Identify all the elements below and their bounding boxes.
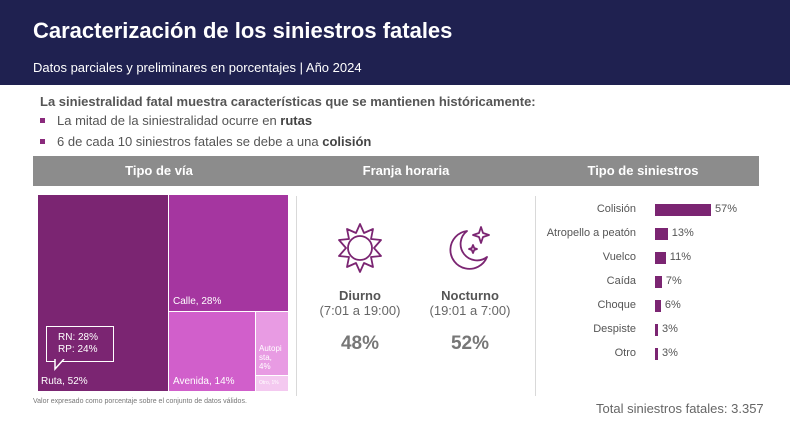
bar-mark [655, 276, 662, 288]
bar-category-label: Otro [614, 347, 636, 359]
bar-category-label: Despiste [593, 323, 636, 335]
bullet-item: La mitad de la siniestralidad ocurre en … [40, 113, 312, 128]
bar-value-label: 57% [715, 203, 738, 215]
treemap-label-autopista-line: sta, [259, 353, 272, 362]
bar-value-label: 3% [662, 347, 678, 359]
period-range-diurno: (7:01 a 19:00) [319, 303, 401, 318]
bar-category-label: Vuelco [602, 251, 636, 263]
moon-stars-icon [449, 226, 490, 270]
bar-category-label: Caída [606, 275, 636, 287]
footnote: Valor expresado como porcentaje sobre el… [33, 398, 247, 405]
treemap-label-avenida: Avenida, 14% [173, 376, 235, 387]
bullet-square-icon [40, 139, 45, 145]
column-header-bar: Tipo de vía Franja horaria Tipo de sinie… [33, 156, 759, 186]
bar-mark [655, 252, 666, 264]
period-name-nocturno: Nocturno [441, 288, 499, 303]
bar-chart-tipo-siniestros: Colisión 57% Atropello a peatón 13% Vuelco 11… [540, 200, 770, 370]
bullet-text: La mitad de la siniestralidad ocurre en [57, 113, 281, 128]
bar-mark [655, 228, 668, 240]
bar-value-label: 11% [669, 251, 691, 263]
header-banner: Caracterización de los siniestros fatale… [0, 0, 790, 85]
bar-value-label: 7% [665, 275, 682, 287]
period-range-nocturno: (19:01 a 7:00) [429, 303, 511, 318]
callout-line-rp: RP: 24% [58, 344, 98, 355]
treemap-cell-ruta: Ruta, 52% [38, 195, 168, 391]
bar-value-label: 6% [664, 299, 681, 311]
treemap-cell-avenida: Avenida, 14% [169, 312, 255, 391]
column-divider [296, 196, 297, 396]
bar-mark [655, 300, 661, 312]
treemap-callout-box: RN: 28% RP: 24% [46, 326, 114, 362]
treemap-tipo-via: Ruta, 52% Calle, 28% Avenida, 14% Autopi… [38, 195, 288, 391]
total-count: Total siniestros fatales: 3.357 [596, 401, 764, 416]
callout-line-rn: RN: 28% [58, 332, 99, 343]
bar-category-label: Atropello a peatón [546, 227, 636, 239]
treemap-cell-otro: Otro, 1% [256, 376, 288, 391]
column-title-tipo-siniestros: Tipo de siniestros [587, 163, 699, 178]
column-title-tipo-via: Tipo de vía [125, 163, 193, 178]
period-pct-nocturno: 52% [450, 333, 490, 354]
treemap-label-ruta: Ruta, 52% [41, 376, 88, 387]
period-name-diurno: Diurno [339, 288, 381, 303]
bullet-item: 6 de cada 10 siniestros fatales se debe … [40, 134, 371, 149]
bar-value-label: 3% [662, 323, 678, 335]
callout-tail-icon [54, 359, 65, 371]
treemap-cell-autopista: Autopi sta, 4% [256, 312, 288, 375]
column-divider [535, 196, 536, 396]
column-title-franja-horaria: Franja horaria [362, 163, 450, 178]
bar-mark [655, 324, 658, 336]
bar-value-label: 13% [671, 227, 694, 239]
treemap-label-autopista-line: 4% [259, 362, 271, 371]
treemap-label-calle: Calle, 28% [173, 296, 222, 307]
bar-mark [655, 204, 711, 216]
bullet-bold: colisión [322, 134, 372, 149]
bar-mark [655, 348, 658, 360]
treemap-label-autopista: Autopi sta, 4% [259, 344, 282, 371]
page-title: Caracterización de los siniestros fatale… [33, 18, 453, 43]
period-pct-diurno: 48% [340, 333, 380, 354]
intro-heading: La siniestralidad fatal muestra caracter… [40, 94, 536, 109]
bar-category-label: Colisión [596, 203, 636, 215]
treemap-label-autopista-line: Autopi [259, 344, 282, 353]
treemap-label-otro: Otro, 1% [259, 380, 279, 386]
bullet-bold: rutas [280, 113, 313, 128]
bar-category-label: Choque [597, 299, 636, 311]
sun-icon [338, 223, 382, 273]
page-subtitle: Datos parciales y preliminares en porcen… [33, 60, 362, 75]
franja-horaria-panel: Diurno (7:01 a 19:00) 48% Nocturno (19:0… [305, 195, 530, 395]
bullet-square-icon [40, 118, 45, 124]
bullet-text: 6 de cada 10 siniestros fatales se debe … [57, 134, 323, 149]
treemap-cell-calle: Calle, 28% [169, 195, 288, 311]
